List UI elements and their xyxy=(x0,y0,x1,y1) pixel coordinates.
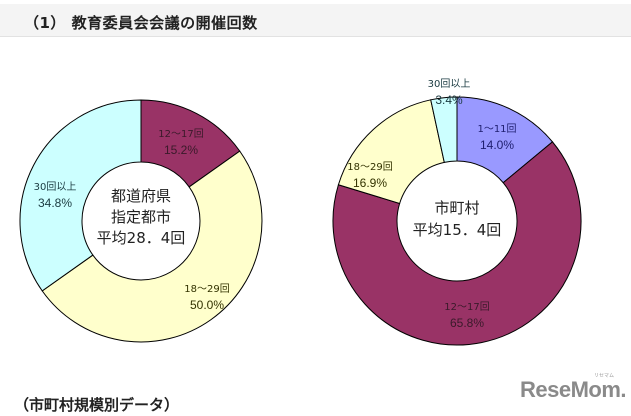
section-header: （1） 教育委員会会議の開催回数 xyxy=(0,4,631,37)
slice-category-label: 1〜11回 xyxy=(477,123,516,135)
slice-category-label: 12〜17回 xyxy=(444,301,489,313)
slice-category-label: 30回以上 xyxy=(428,78,471,90)
section-title: （1） 教育委員会会議の開催回数 xyxy=(24,14,258,32)
slice-value-label: 3.4% xyxy=(435,93,463,107)
donut-center-label: 都道府県 xyxy=(111,187,171,205)
slice-value-label: 65.8% xyxy=(450,316,484,330)
donut-center-label: 市町村 xyxy=(434,199,479,217)
slice-category-label: 12〜17回 xyxy=(158,128,203,140)
slice-value-label: 15.2% xyxy=(164,143,198,157)
donut-center-label: 指定都市 xyxy=(111,208,171,226)
donut-slice xyxy=(19,99,142,292)
donut-slice xyxy=(41,150,263,343)
donut-slice xyxy=(337,99,445,205)
donut-chart-municipalities: 1〜11回 14.0% 12〜17回 65.8% 18〜29回 16.9% 30回以上 3.4… xyxy=(332,78,582,346)
resemom-logo: ReseMom. xyxy=(520,377,627,402)
logo-ruby: リセマム xyxy=(594,373,615,379)
slice-category-label: 18〜29回 xyxy=(184,283,229,295)
slice-category-label: 18〜29回 xyxy=(347,161,392,173)
slice-value-label: 34.8% xyxy=(38,196,72,210)
slice-value-label: 14.0% xyxy=(480,138,514,152)
donut-center-label: 平均15．4回 xyxy=(413,221,502,239)
donut-slice xyxy=(430,96,458,163)
donut-center-label: 平均28．4回 xyxy=(97,229,186,247)
donut-slice xyxy=(332,141,582,346)
slice-category-label: 30回以上 xyxy=(34,181,77,193)
slice-value-label: 50.0% xyxy=(190,298,224,312)
slice-value-label: 16.9% xyxy=(353,176,387,190)
donut-chart-prefectures: 12〜17回 15.2% 18〜29回 50.0% 30回以上 34.8% 都道府県指定都市… xyxy=(19,99,263,343)
subsection-title: （市町村規模別データ） xyxy=(14,396,180,414)
